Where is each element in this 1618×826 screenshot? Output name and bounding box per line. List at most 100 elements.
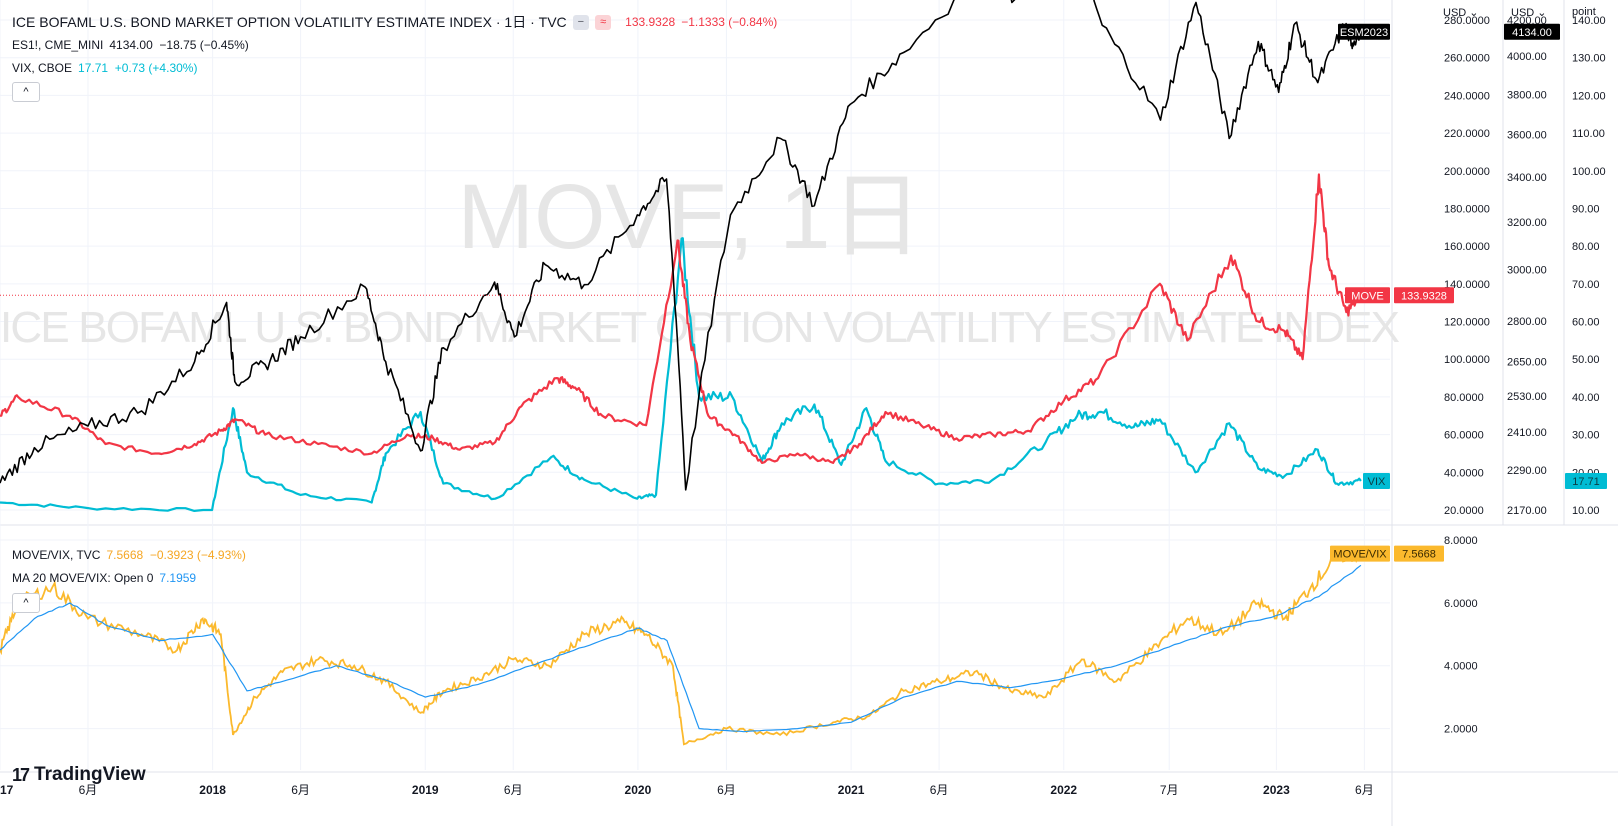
move-name-badge: MOVE <box>1351 290 1383 302</box>
es-tick-label: 3600.00 <box>1507 129 1547 141</box>
move-tick-label: 200.0000 <box>1444 166 1490 178</box>
es-axis-currency[interactable]: USD ⌄ <box>1511 7 1547 19</box>
time-tick-label: 2019 <box>412 783 439 797</box>
vix-value-badge: 17.71 <box>1572 476 1600 488</box>
vix-tick-label: 80.00 <box>1572 241 1600 253</box>
time-tick-label: 2022 <box>1050 783 1077 797</box>
es-tick-label: 2650.00 <box>1507 357 1547 369</box>
es-tick-label: 2800.00 <box>1507 316 1547 328</box>
vix-name-badge-bg <box>1363 472 1390 489</box>
es-tick-label: 3200.00 <box>1507 217 1547 229</box>
ratio-legend[interactable]: MOVE/VIX, TVC 7.5668 −0.3923 (−4.93%) <box>12 548 246 562</box>
time-tick-label: 2023 <box>1263 783 1290 797</box>
ratio-name-badge: MOVE/VIX <box>1333 549 1387 561</box>
es-tick-label: 2410.00 <box>1507 427 1547 439</box>
es-value-badge: 4134.00 <box>1512 27 1552 39</box>
move-line <box>0 173 1362 464</box>
vix-tick-label: 70.00 <box>1572 279 1600 291</box>
hide-icon[interactable]: − <box>572 14 590 30</box>
move-value-badge: 133.9328 <box>1401 290 1447 302</box>
ratio-value-badge: 7.5668 <box>1402 549 1436 561</box>
ratio-pane-series <box>0 546 1362 746</box>
collapse-legend-button[interactable]: ^ <box>12 82 40 102</box>
move-value-badge-bg <box>1394 287 1454 304</box>
time-tick-label: 2017 <box>0 783 14 797</box>
es-tick-label: 2290.00 <box>1507 465 1547 477</box>
move-tick-label: 240.0000 <box>1444 90 1490 102</box>
ratio-name-badge-bg <box>1330 545 1390 562</box>
tradingview-logo[interactable]: 17 TradingView <box>12 764 146 786</box>
ma-values: 7.1959 <box>159 571 197 585</box>
move-tick-label: 20.0000 <box>1444 505 1484 517</box>
move-tick-label: 60.0000 <box>1444 430 1484 442</box>
move-tick-label: 120.0000 <box>1444 317 1490 329</box>
vix-tick-label: 130.00 <box>1572 53 1606 65</box>
time-tick-label: 6月 <box>504 783 523 797</box>
vix-value-badge-bg <box>1565 472 1607 489</box>
time-tick-label: 6月 <box>930 783 949 797</box>
price-badges: ESM2023 4134.00 MOVE 133.9328 VIX 17.71 MOVE/V… <box>1330 23 1607 562</box>
move-tick-label: 40.0000 <box>1444 467 1484 479</box>
es-legend[interactable]: ES1!, CME_MINI 4134.00 −18.75 (−0.45%) <box>12 38 249 52</box>
time-tick-label: 2018 <box>199 783 226 797</box>
move-name-badge-bg <box>1345 287 1390 304</box>
time-tick-label: 6月 <box>79 783 98 797</box>
tradingview-logo-text: TradingView <box>34 764 146 785</box>
move-tick-label: 140.0000 <box>1444 279 1490 291</box>
move-axis-currency[interactable]: USD ⌄ <box>1443 7 1479 19</box>
vix-name-badge: VIX <box>1368 476 1386 488</box>
vix-symbol: VIX, CBOE <box>12 61 73 75</box>
move-change: −1.1333 (−0.84%) <box>681 15 778 29</box>
time-tick-label: 2021 <box>838 783 865 797</box>
move-tick-label: 260.0000 <box>1444 53 1490 65</box>
vix-tick-label: 140.00 <box>1572 15 1606 27</box>
vix-tick-label: 10.00 <box>1572 505 1600 517</box>
es-symbol: ES1!, CME_MINI <box>12 38 104 52</box>
vix-tick-label: 40.00 <box>1572 392 1600 404</box>
es-line <box>0 0 1362 491</box>
vix-line <box>0 237 1362 512</box>
chart-title: ICE BOFAML U.S. BOND MARKET OPTION VOLAT… <box>12 14 567 30</box>
move-tick-label: 100.0000 <box>1444 354 1490 366</box>
ma-legend[interactable]: MA 20 MOVE/VIX: Open 0 7.1959 <box>12 571 196 585</box>
time-tick-label: 7月 <box>1160 783 1179 797</box>
vix-tick-label: 110.00 <box>1572 128 1605 140</box>
ratio-tick-label: 2.0000 <box>1444 724 1478 736</box>
vix-tick-label: 50.00 <box>1572 354 1600 366</box>
collapse-ratio-legend-button[interactable]: ^ <box>12 593 40 613</box>
es-tick-label: 2530.00 <box>1507 391 1547 403</box>
es-value-badge-bg <box>1504 23 1560 40</box>
move-tick-label: 160.0000 <box>1444 241 1490 253</box>
ma-symbol: MA 20 MOVE/VIX: Open 0 <box>12 571 154 585</box>
vix-tick-label: 100.00 <box>1572 166 1606 178</box>
time-tick-label: 6月 <box>717 783 736 797</box>
ratio-tick-label: 8.0000 <box>1444 535 1478 547</box>
move-tick-label: 220.0000 <box>1444 128 1490 140</box>
vix-legend[interactable]: VIX, CBOE 17.71 +0.73 (+4.30%) <box>12 61 197 75</box>
title-legend[interactable]: ICE BOFAML U.S. BOND MARKET OPTION VOLAT… <box>12 12 777 32</box>
ratio-symbol: MOVE/VIX, TVC <box>12 548 101 562</box>
vix-tick-label: 120.00 <box>1572 90 1606 102</box>
ratio-values: 7.5668 −0.3923 (−4.93%) <box>106 548 246 562</box>
vix-tick-label: 60.00 <box>1572 317 1600 329</box>
watermark-sub: ICE BOFAML U.S. BOND MARKET OPTION VOLAT… <box>0 303 1400 352</box>
move-tick-label: 180.0000 <box>1444 203 1490 215</box>
time-tick-label: 6月 <box>1355 783 1374 797</box>
es-name-badge: ESM2023 <box>1340 27 1388 39</box>
compare-icon[interactable]: ≈ <box>595 14 612 30</box>
watermark-main: MOVE, 1日 <box>457 166 922 268</box>
tradingview-logo-icon: 17 <box>12 764 30 785</box>
move-value: 133.9328 <box>625 15 676 29</box>
es-tick-label: 3000.00 <box>1507 265 1547 277</box>
es-tick-label: 3400.00 <box>1507 172 1547 184</box>
time-tick-label: 6月 <box>291 783 310 797</box>
ratio-tick-label: 6.0000 <box>1444 598 1478 610</box>
ratio-line <box>0 546 1361 746</box>
vix-axis-unit[interactable]: point <box>1572 6 1596 18</box>
time-tick-label: 2020 <box>625 783 652 797</box>
vix-tick-label: 90.00 <box>1572 203 1600 215</box>
ratio-tick-label: 4.0000 <box>1444 661 1478 673</box>
vix-values: 17.71 +0.73 (+4.30%) <box>78 61 198 75</box>
